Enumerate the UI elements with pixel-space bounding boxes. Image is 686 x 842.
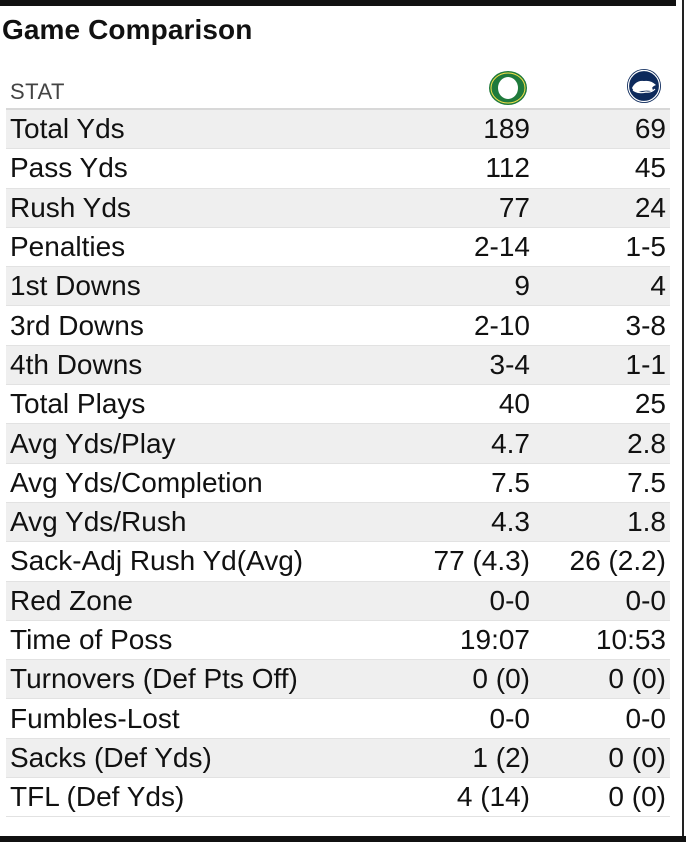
stat-name: Red Zone — [10, 584, 133, 616]
table-row: Penalties 2-14 1-5 — [6, 228, 670, 268]
stat-name: 4th Downs — [10, 348, 143, 380]
team-a-value: 2-10 — [473, 309, 530, 341]
team-b-value: 45 — [634, 152, 666, 184]
team-b-value: 2.8 — [627, 427, 666, 459]
team-b-value: 0-0 — [625, 702, 666, 734]
team-a-value: 112 — [485, 152, 530, 184]
stat-name: 3rd Downs — [10, 309, 144, 341]
team-a-value: 0 (0) — [472, 663, 530, 695]
stat-name: Pass Yds — [10, 152, 128, 184]
table-row: 3rd Downs 2-10 3-8 — [6, 306, 670, 346]
table-row: Total Yds 189 69 — [6, 110, 670, 150]
stat-name: Total Yds — [10, 113, 125, 145]
team-a-value: 189 — [483, 113, 530, 145]
team-b-value: 1.8 — [627, 506, 666, 538]
stat-name: Turnovers (Def Pts Off) — [10, 663, 298, 695]
team-b-value: 1-1 — [625, 348, 666, 380]
table-row: Sacks (Def Yds) 1 (2) 0 (0) — [6, 738, 670, 779]
stat-name: Avg Yds/Play — [10, 427, 176, 459]
stat-name: Avg Yds/Rush — [10, 506, 187, 538]
stat-rows: Total Yds 189 69 Pass Yds 112 45 Rush Yds 77 24 P… — [6, 110, 670, 818]
team-a-value: 77 (4.3) — [433, 545, 531, 577]
team-b-value: 69 — [634, 113, 666, 145]
stat-name: 1st Downs — [10, 270, 141, 302]
team-b-value: 3-8 — [625, 309, 666, 341]
team-a-value: 4.7 — [491, 427, 530, 459]
team-a-value: 77 — [498, 191, 530, 223]
stat-name: Sacks (Def Yds) — [10, 741, 212, 773]
stat-name: Avg Yds/Completion — [10, 466, 263, 498]
table-row: Avg Yds/Rush 4.3 1.8 — [6, 502, 670, 543]
stat-name: Rush Yds — [10, 191, 131, 223]
team-a-value: 0-0 — [489, 702, 530, 734]
team-b-value: 4 — [650, 270, 666, 302]
team-a-value: 0-0 — [489, 584, 530, 616]
table-row: 1st Downs 9 4 — [6, 267, 670, 307]
table-row: Avg Yds/Play 4.7 2.8 — [6, 424, 670, 464]
team-a-value: 9 — [514, 270, 530, 302]
stat-column-header: STAT — [10, 79, 65, 104]
page-title: Game Comparison — [2, 14, 253, 45]
team-b-value: 10:53 — [595, 624, 666, 655]
team-a-value: 7.5 — [491, 466, 530, 498]
team-a-value: 40 — [498, 388, 530, 420]
table-row: Red Zone 0-0 0-0 — [6, 581, 670, 621]
stat-name: TFL (Def Yds) — [10, 781, 185, 813]
comparison-table: STAT Total Yds 189 69 Pass Yds 112 45 Rush Yds… — [6, 66, 670, 818]
table-row: Turnovers (Def Pts Off) 0 (0) 0 (0) — [6, 660, 670, 700]
stat-name: Time of Poss — [10, 624, 173, 655]
table-row: 4th Downs 3-4 1-1 — [6, 345, 670, 386]
stat-name: Sack-Adj Rush Yd(Avg) — [10, 545, 304, 577]
team-b-value: 0 (0) — [608, 663, 666, 695]
team-a-value: 1 (2) — [472, 741, 530, 773]
team-b-value: 0 (0) — [608, 741, 666, 773]
table-row: Avg Yds/Completion 7.5 7.5 — [6, 464, 670, 503]
table-row: Fumbles-Lost 0-0 0-0 — [6, 699, 670, 739]
team-a-value: 3-4 — [489, 348, 530, 380]
bottom-border — [0, 836, 686, 842]
team-b-value: 0 (0) — [608, 781, 666, 813]
team-a-value: 4 (14) — [456, 781, 530, 813]
team-b-value: 0-0 — [625, 584, 666, 616]
team-a-value: 4.3 — [491, 506, 530, 538]
top-border — [0, 0, 686, 6]
team-b-value: 26 (2.2) — [569, 545, 667, 577]
right-border — [676, 0, 686, 842]
stat-name: Penalties — [10, 231, 126, 263]
team-a-value: 2-14 — [473, 231, 530, 263]
team-b-value: 24 — [634, 191, 666, 223]
stat-name: Fumbles-Lost — [10, 702, 180, 734]
team-b-value: 1-5 — [625, 231, 666, 263]
table-row: Time of Poss 19:07 10:53 — [6, 621, 670, 661]
team-a-value: 19:07 — [459, 624, 530, 655]
table-row: Pass Yds 112 45 — [6, 149, 670, 189]
table-row: Total Plays 40 25 — [6, 385, 670, 425]
team-b-value: 7.5 — [627, 466, 666, 498]
oregon-logo-icon — [488, 70, 528, 106]
table-header: STAT — [6, 66, 670, 110]
penn-state-logo-icon — [624, 68, 664, 104]
table-row: Sack-Adj Rush Yd(Avg) 77 (4.3) 26 (2.2) — [6, 542, 670, 582]
team-b-value: 25 — [634, 388, 666, 420]
table-row: Rush Yds 77 24 — [6, 188, 670, 228]
table-row: TFL (Def Yds) 4 (14) 0 (0) — [6, 778, 670, 818]
stat-name: Total Plays — [10, 388, 146, 420]
